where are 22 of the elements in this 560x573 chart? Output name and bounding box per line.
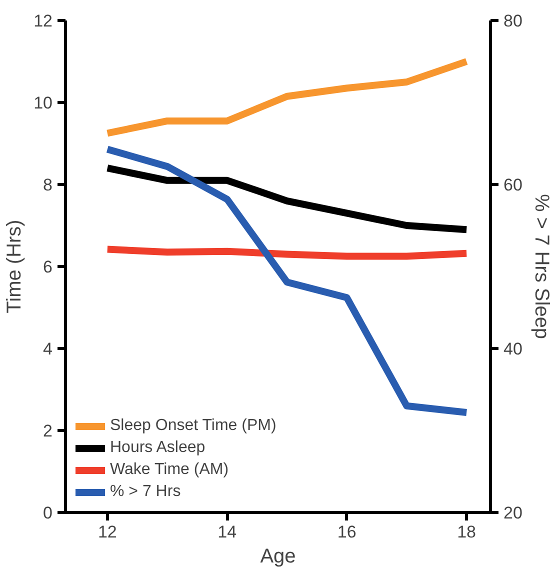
legend-label: Hours Asleep (110, 439, 206, 457)
y2-tick-label: 20 (504, 504, 522, 522)
x-axis-title: Age (260, 546, 296, 568)
legend-label: Wake Time (AM) (110, 461, 229, 479)
y-tick-label: 10 (34, 94, 53, 112)
y2-tick-label: 40 (504, 340, 522, 358)
x-tick-label: 14 (218, 522, 237, 542)
x-tick-label: 18 (457, 522, 476, 542)
y-axis-title: Time (Hrs) (4, 220, 26, 314)
y2-axis-title: % > 7 Hrs Sleep (530, 194, 552, 340)
y2-tick-label: 80 (504, 12, 522, 30)
y-tick-label: 12 (34, 12, 53, 30)
y-tick-label: 8 (43, 176, 53, 194)
y-tick-label: 0 (43, 504, 53, 522)
y-tick-label: 4 (43, 340, 53, 358)
y-tick-label: 2 (43, 422, 53, 440)
legend-label: % > 7 Hrs (110, 483, 181, 501)
y-tick-label: 6 (43, 258, 53, 276)
y2-tick-label: 60 (504, 176, 522, 194)
x-tick-label: 16 (337, 522, 356, 542)
x-tick-label: 12 (98, 522, 117, 542)
legend-label: Sleep Onset Time (PM) (110, 417, 276, 435)
